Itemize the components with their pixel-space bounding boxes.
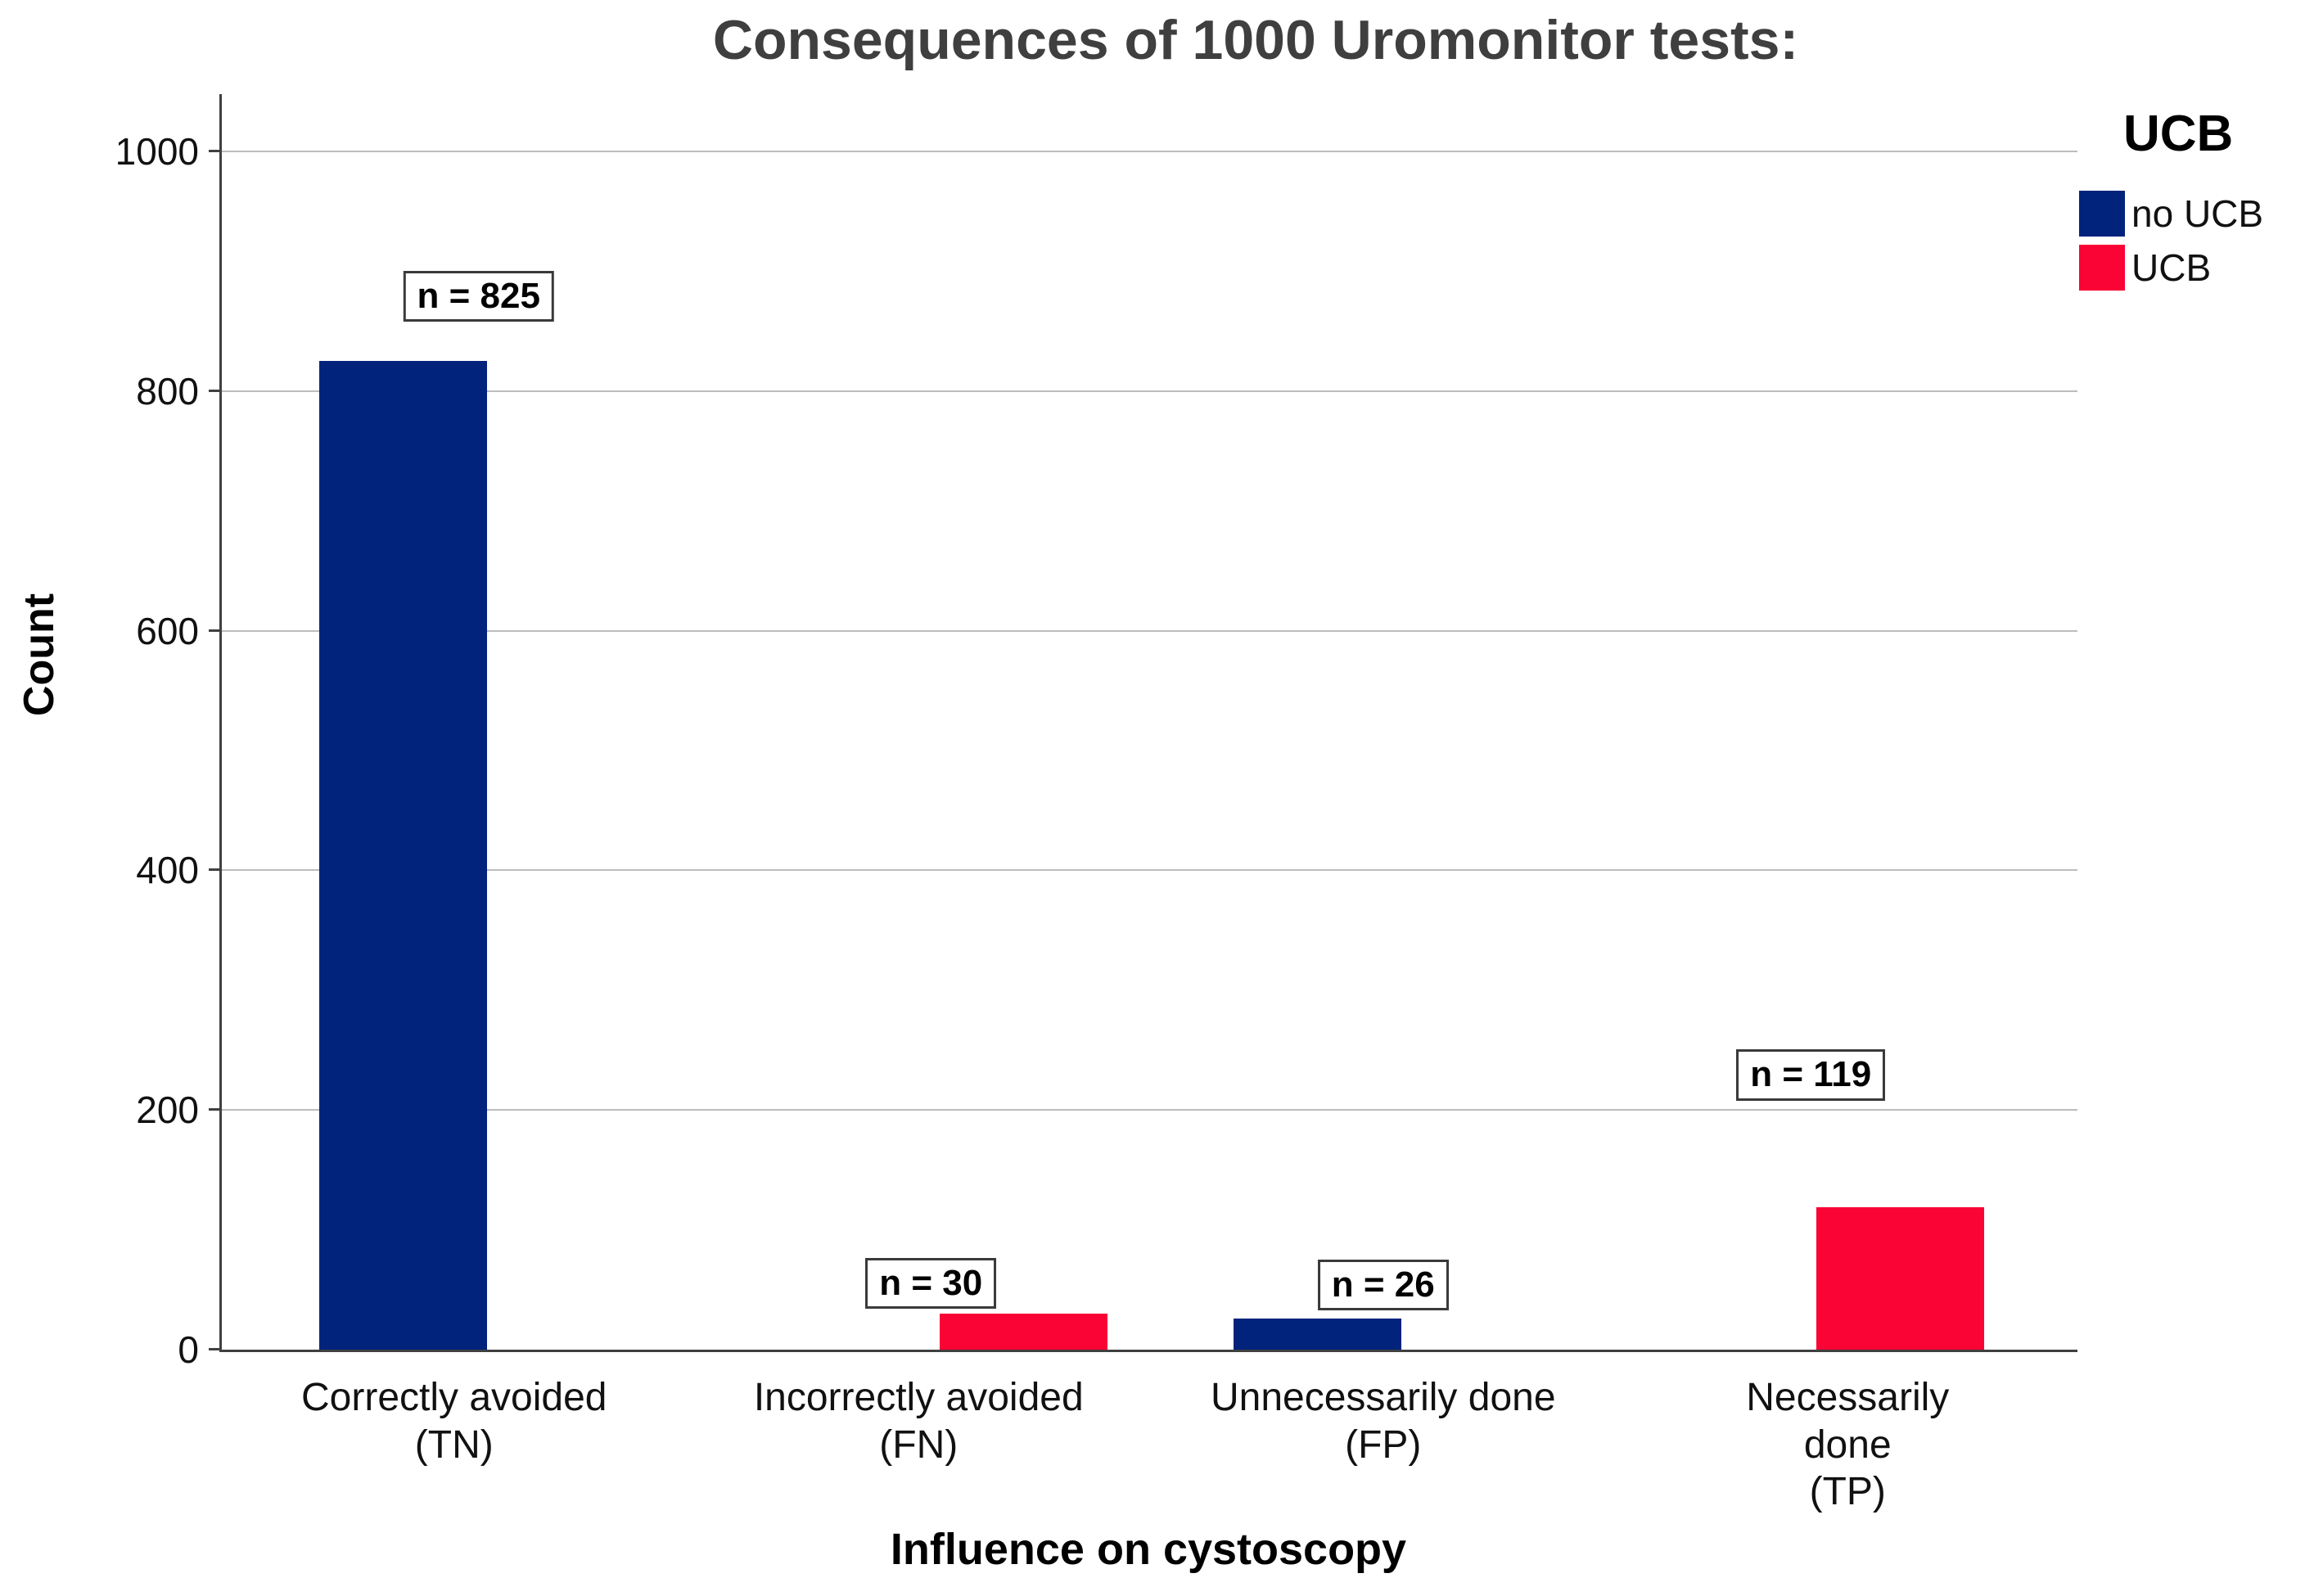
x-category-label: Necessarily done (TP)	[1746, 1376, 1950, 1514]
bar	[1234, 1318, 1402, 1350]
legend-swatch	[2079, 245, 2125, 291]
legend-entry: UCB	[2079, 245, 2305, 291]
legend-entry-label: UCB	[2131, 246, 2212, 289]
legend-entry-label: no UCB	[2131, 192, 2264, 235]
y-tick-mark	[209, 389, 222, 392]
legend-entries: no UCB UCB	[2079, 191, 2305, 291]
gridline	[222, 1109, 2077, 1111]
x-category-label: Incorrectly avoided (FN)	[753, 1376, 1084, 1467]
y-tick-label: 0	[178, 1328, 199, 1371]
bar	[939, 1314, 1107, 1350]
y-tick-label: 200	[136, 1089, 199, 1132]
y-tick-label: 600	[136, 609, 199, 652]
bar-count-label: n = 119	[1736, 1049, 1886, 1101]
legend: UCB no UCB UCB	[2079, 105, 2305, 299]
x-category-label: Unnecessarily done (FP)	[1210, 1376, 1556, 1467]
bar	[1816, 1206, 1984, 1350]
x-axis-title: Influence on cystoscopy	[890, 1525, 1407, 1574]
gridline	[222, 151, 2077, 153]
gridline	[222, 869, 2077, 872]
y-tick-label: 1000	[115, 130, 199, 174]
bar-count-label: n = 825	[403, 270, 554, 322]
y-tick-label: 400	[136, 849, 199, 892]
y-tick-mark	[209, 1108, 222, 1111]
x-category-label: Correctly avoided (TN)	[301, 1376, 607, 1467]
gridline	[222, 629, 2077, 632]
bar-count-label: n = 26	[1317, 1259, 1449, 1310]
y-tick-label: 800	[136, 369, 199, 413]
legend-title: UCB	[2123, 106, 2234, 162]
y-axis-title: Count	[16, 593, 63, 717]
plot-area: 0 200 400 600 800 1000 n = 825 Correctly avoide…	[115, 94, 2077, 1513]
y-tick-mark	[209, 150, 222, 153]
y-tick-mark	[209, 1348, 222, 1350]
legend-swatch	[2079, 191, 2125, 237]
bar	[319, 361, 488, 1350]
y-tick-mark	[209, 629, 222, 632]
y-tick-mark	[209, 868, 222, 872]
bar-count-label: n = 30	[865, 1257, 997, 1310]
chart-title: Consequences of 1000 Uromonitor tests:	[712, 9, 1799, 71]
legend-entry: no UCB	[2079, 191, 2305, 237]
gridline	[222, 390, 2077, 392]
